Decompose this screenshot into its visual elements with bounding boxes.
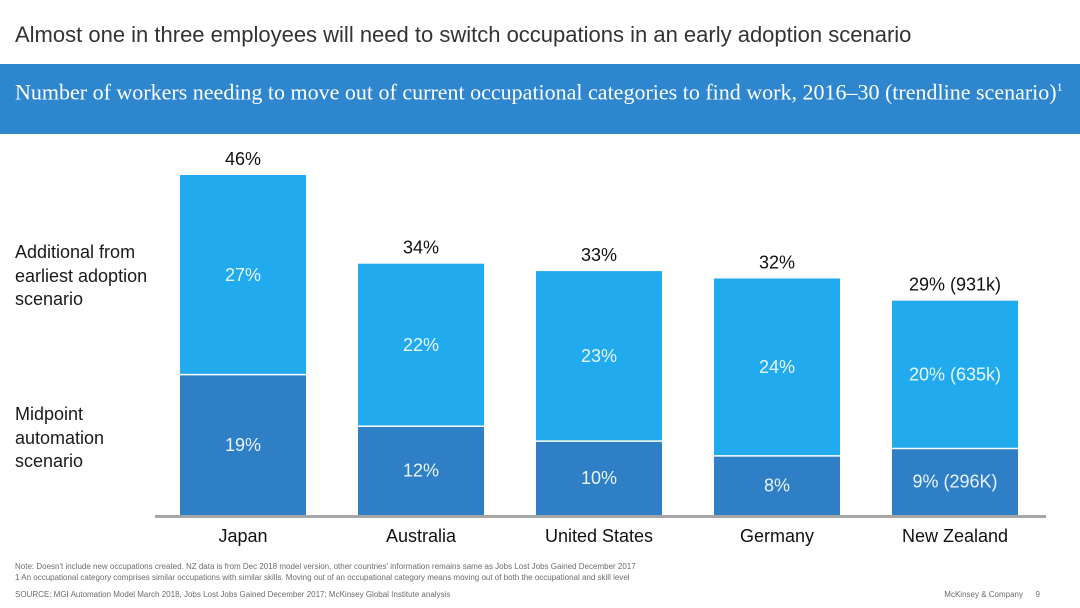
legend-label-additional-line-2: earliest adoption	[15, 265, 148, 286]
chart-title: Number of workers needing to move out of…	[15, 74, 1065, 105]
total-label-1: 34%	[403, 238, 439, 258]
bar-additional-4	[892, 300, 1018, 449]
legend-label-additional: Additional from earliest adoption scenar…	[15, 241, 147, 312]
bar-additional-1	[358, 263, 484, 427]
x-tick-label-1: Australia	[386, 526, 457, 546]
x-tick-label-3: Germany	[740, 526, 814, 546]
bar-midpoint-0	[180, 374, 306, 515]
chart-title-banner: Number of workers needing to move out of…	[0, 64, 1080, 134]
footer-footnote: 1 An occupational category comprises sim…	[15, 573, 630, 582]
bar-additional-0	[180, 175, 306, 375]
legend-label-additional-line-3: scenario	[15, 289, 84, 309]
total-label-4: 29% (931k)	[909, 275, 1001, 295]
chart-title-text: Number of workers needing to move out of…	[15, 79, 1057, 105]
footer-note: Note: Doesn't include new occupations cr…	[15, 562, 636, 571]
bar-additional-2	[536, 271, 662, 442]
data-label-additional-0: 27%	[225, 265, 261, 285]
data-label-midpoint-3: 8%	[764, 475, 790, 495]
bar-midpoint-2	[536, 441, 662, 515]
slide-title: Almost one in three employees will need …	[15, 22, 912, 47]
legend-label-additional-line-1: Additional from	[15, 242, 136, 262]
data-label-midpoint-2: 10%	[581, 468, 617, 488]
bar-additional-3	[714, 278, 840, 456]
data-label-midpoint-1: 12%	[403, 461, 439, 481]
data-label-additional-3: 24%	[759, 357, 795, 377]
legend-label-midpoint-line-3: scenario	[15, 451, 84, 471]
legend-label-midpoint-line-2: automation	[15, 427, 105, 448]
brand-name: McKinsey & Company	[944, 590, 1023, 599]
data-label-additional-4: 20% (635k)	[909, 365, 1001, 385]
data-label-additional-1: 22%	[403, 335, 439, 355]
x-tick-label-0: Japan	[218, 526, 267, 546]
data-label-additional-2: 23%	[581, 346, 617, 366]
total-label-3: 32%	[759, 252, 795, 272]
x-tick-label-2: United States	[545, 526, 653, 546]
legend-label-midpoint: Midpoint automation scenario	[15, 403, 104, 474]
data-label-midpoint-4: 9% (296K)	[912, 472, 997, 492]
footer-source: SOURCE: MGI Automation Model March 2018,…	[15, 590, 451, 599]
total-label-2: 33%	[581, 245, 617, 265]
x-tick-label-4: New Zealand	[902, 526, 1008, 546]
footnote-marker: 1	[1056, 80, 1063, 94]
legend-label-midpoint-line-1: Midpoint	[15, 404, 84, 424]
bar-midpoint-1	[358, 426, 484, 515]
total-label-0: 46%	[225, 149, 261, 169]
bar-midpoint-4	[892, 448, 1018, 515]
data-label-midpoint-0: 19%	[225, 435, 261, 455]
page-number: 9	[1035, 590, 1040, 599]
bar-midpoint-3	[714, 455, 840, 515]
